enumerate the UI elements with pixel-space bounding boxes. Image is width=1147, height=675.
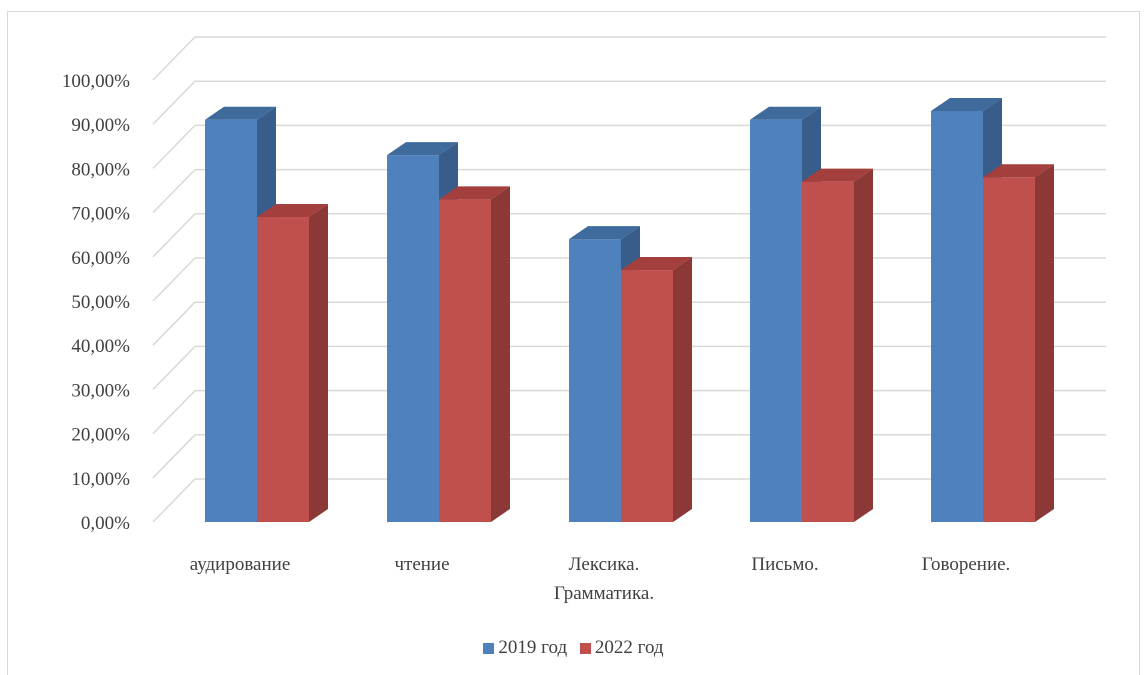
x-tick-label: Говорение. <box>922 554 1011 575</box>
bar-top <box>931 97 1002 111</box>
bar-front <box>750 119 802 522</box>
bar-top <box>387 142 458 156</box>
y-tick-label: 100,00% <box>62 71 130 92</box>
bar-top <box>802 168 873 182</box>
chart-frame <box>7 11 1140 675</box>
gridline-depth <box>152 36 196 81</box>
gridline-depth <box>152 478 196 523</box>
legend-label-2022: 2022 год <box>594 637 664 658</box>
gridline-depth <box>152 301 196 346</box>
x-tick-label: Письмо. <box>751 554 818 575</box>
x-tick-label: Лексика. <box>569 554 640 575</box>
bar-side <box>854 168 873 522</box>
bar-front <box>257 217 309 522</box>
bar-front <box>621 270 673 522</box>
y-tick-label: 40,00% <box>71 336 130 357</box>
y-tick-label: 0,00% <box>81 513 130 534</box>
y-tick-label: 10,00% <box>71 469 130 490</box>
gridline-depth <box>152 169 196 214</box>
bar-chart: 0,00% 10,00% 20,00% 30,00% 40,00% 50,00% 60,00… <box>62 36 1106 604</box>
y-tick-label: 60,00% <box>71 248 130 269</box>
y-tick-label: 80,00% <box>71 159 130 180</box>
legend-swatch-2019 <box>483 642 495 654</box>
y-tick-label: 90,00% <box>71 115 130 136</box>
bar-top <box>439 186 510 200</box>
gridline-depth <box>152 80 196 125</box>
y-tick-label: 50,00% <box>71 292 130 313</box>
x-tick-label: Грамматика. <box>554 583 654 604</box>
bar-top <box>205 106 276 120</box>
bar-front <box>931 110 983 522</box>
gridline-depth <box>152 434 196 479</box>
legend-label-2019: 2019 год <box>498 637 568 658</box>
bar-top <box>750 106 821 120</box>
legend-swatch-2022 <box>579 642 591 654</box>
bar-front <box>802 181 854 522</box>
gridline-depth <box>152 124 196 169</box>
bar-top <box>983 164 1054 178</box>
bar-top <box>569 226 640 240</box>
legend-item-2022: 2022 год <box>579 636 664 660</box>
x-tick-label: аудирование <box>190 554 291 575</box>
legend: 2019 год 2022 год <box>0 636 1147 661</box>
gridline-depth <box>152 213 196 258</box>
y-tick-label: 30,00% <box>71 380 130 401</box>
bar-top <box>621 257 692 271</box>
gridline-depth <box>152 257 196 302</box>
bar-side <box>491 186 510 522</box>
bar-front <box>439 199 491 522</box>
gridline-depth <box>152 390 196 435</box>
bar-side <box>1035 164 1054 523</box>
bar-front <box>205 119 257 522</box>
y-tick-label: 70,00% <box>71 204 130 225</box>
bar-side <box>673 257 692 522</box>
bar-side <box>309 204 328 522</box>
gridline-depth <box>152 345 196 390</box>
legend-item-2019: 2019 год <box>483 636 567 660</box>
bar-top <box>257 204 328 218</box>
bar-front <box>387 155 439 522</box>
y-tick-label: 20,00% <box>71 425 130 446</box>
bar-front <box>569 239 621 522</box>
bar-front <box>983 177 1035 523</box>
x-tick-label: чтение <box>394 554 449 575</box>
